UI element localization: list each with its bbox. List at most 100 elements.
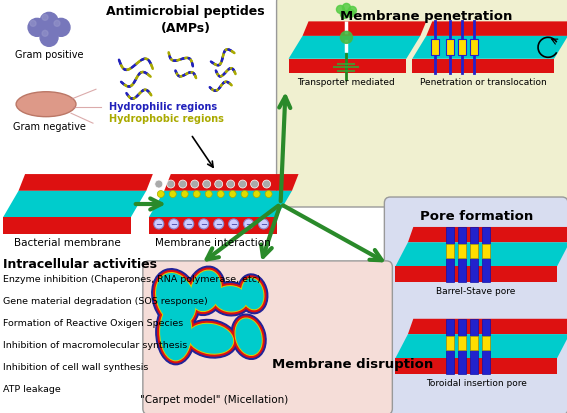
Bar	[458, 244, 466, 258]
Circle shape	[170, 191, 176, 198]
Ellipse shape	[188, 268, 223, 313]
Text: Formation of Reactive Oxigen Species: Formation of Reactive Oxigen Species	[3, 318, 183, 327]
Circle shape	[241, 191, 248, 198]
Ellipse shape	[187, 266, 225, 316]
Polygon shape	[164, 175, 299, 191]
Ellipse shape	[30, 21, 36, 27]
Bar	[446, 336, 454, 350]
Ellipse shape	[156, 299, 196, 365]
Circle shape	[346, 10, 354, 18]
Polygon shape	[3, 191, 146, 218]
FancyBboxPatch shape	[277, 0, 567, 207]
Text: −: −	[215, 220, 222, 229]
Circle shape	[181, 191, 188, 198]
Text: Gram positive: Gram positive	[15, 50, 83, 60]
Ellipse shape	[211, 284, 249, 314]
Circle shape	[191, 180, 199, 189]
Polygon shape	[395, 358, 557, 374]
Circle shape	[239, 180, 247, 189]
Ellipse shape	[184, 320, 238, 358]
Bar	[458, 228, 466, 282]
Circle shape	[265, 191, 272, 198]
Ellipse shape	[215, 287, 247, 311]
Bar	[458, 319, 466, 374]
Circle shape	[215, 180, 223, 189]
Ellipse shape	[236, 319, 261, 354]
Polygon shape	[408, 228, 567, 243]
Ellipse shape	[40, 29, 58, 47]
FancyBboxPatch shape	[384, 197, 567, 413]
Text: Gene material degradation (SOS response): Gene material degradation (SOS response)	[3, 296, 208, 305]
Text: Membrane interaction: Membrane interaction	[155, 237, 270, 247]
Ellipse shape	[156, 273, 196, 325]
Text: Transporter mediated: Transporter mediated	[298, 78, 395, 87]
Polygon shape	[19, 175, 153, 191]
Ellipse shape	[152, 269, 200, 329]
Text: Barrel-Stave pore: Barrel-Stave pore	[437, 286, 516, 295]
Ellipse shape	[239, 276, 266, 312]
Polygon shape	[395, 243, 567, 267]
Bar	[446, 244, 454, 258]
Bar	[470, 336, 478, 350]
Text: Hydrophobic regions: Hydrophobic regions	[109, 114, 224, 124]
Circle shape	[244, 219, 253, 229]
Bar	[482, 228, 490, 282]
Ellipse shape	[214, 286, 248, 312]
Bar	[482, 336, 490, 350]
Text: Intracellular activities: Intracellular activities	[3, 257, 157, 270]
Text: Inhibition of cell wall synthesis: Inhibition of cell wall synthesis	[3, 362, 149, 371]
Text: −: −	[260, 220, 267, 229]
Ellipse shape	[154, 271, 198, 327]
Circle shape	[205, 191, 212, 198]
Ellipse shape	[42, 15, 48, 21]
Text: Membrane penetration: Membrane penetration	[340, 10, 513, 24]
Ellipse shape	[189, 325, 232, 353]
Ellipse shape	[188, 324, 234, 354]
Ellipse shape	[42, 31, 48, 37]
Text: Toroidal insertion pore: Toroidal insertion pore	[426, 378, 527, 387]
Circle shape	[217, 191, 224, 198]
Polygon shape	[395, 267, 557, 282]
Ellipse shape	[16, 93, 76, 117]
FancyBboxPatch shape	[143, 261, 392, 413]
Polygon shape	[289, 59, 407, 74]
Circle shape	[342, 5, 350, 12]
Ellipse shape	[52, 19, 70, 37]
Polygon shape	[412, 59, 554, 74]
Circle shape	[227, 180, 235, 189]
Text: −: −	[230, 220, 237, 229]
Ellipse shape	[210, 282, 252, 316]
Text: Pore formation: Pore formation	[420, 209, 533, 223]
Ellipse shape	[158, 301, 194, 363]
Circle shape	[251, 180, 259, 189]
Circle shape	[203, 180, 211, 189]
Circle shape	[229, 191, 236, 198]
Ellipse shape	[161, 304, 191, 360]
Circle shape	[340, 32, 353, 44]
Text: −: −	[170, 220, 177, 229]
Polygon shape	[395, 335, 567, 358]
Text: −: −	[245, 220, 252, 229]
Text: −: −	[155, 220, 162, 229]
Bar	[482, 319, 490, 374]
Circle shape	[193, 191, 200, 198]
Ellipse shape	[191, 272, 220, 311]
Polygon shape	[303, 22, 426, 37]
Text: Antimicrobial peptides
(AMPs): Antimicrobial peptides (AMPs)	[107, 5, 265, 36]
Circle shape	[253, 191, 260, 198]
Text: Enzyme inhibition (Chaperones, RNA polymerase, etc): Enzyme inhibition (Chaperones, RNA polym…	[3, 274, 261, 283]
Ellipse shape	[243, 279, 263, 309]
Ellipse shape	[40, 13, 58, 31]
Text: Inhibition of macromolecular synthesis: Inhibition of macromolecular synthesis	[3, 340, 187, 349]
Text: Hydrophilic regions: Hydrophilic regions	[109, 102, 217, 112]
Bar	[446, 40, 454, 56]
Bar	[446, 228, 454, 282]
Ellipse shape	[191, 271, 221, 312]
Bar	[482, 244, 490, 258]
Circle shape	[154, 219, 164, 229]
Ellipse shape	[231, 314, 266, 359]
Bar	[470, 40, 478, 56]
Ellipse shape	[238, 274, 268, 314]
Bar	[470, 228, 478, 282]
Text: Membrane disruption: Membrane disruption	[272, 357, 433, 370]
